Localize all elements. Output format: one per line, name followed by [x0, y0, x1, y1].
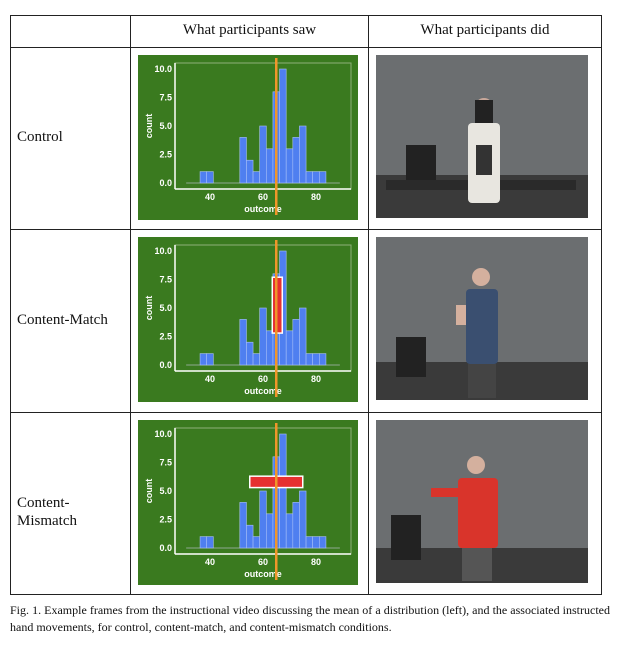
histogram-bar [279, 68, 287, 184]
header-did: What participants did [420, 22, 550, 38]
histogram-bar [206, 536, 214, 549]
histogram-bar [305, 536, 313, 549]
histogram-bar [319, 171, 327, 184]
y-tick-label: 0.0 [159, 178, 172, 188]
x-tick-label: 60 [258, 557, 268, 567]
y-tick-label: 7.5 [159, 93, 172, 103]
histogram-bar [259, 125, 267, 184]
histogram-bar [266, 513, 274, 549]
y-tick-label: 0.0 [159, 360, 172, 370]
histogram-bar [305, 171, 313, 184]
x-tick-label: 60 [258, 374, 268, 384]
histogram-bar [246, 159, 254, 184]
histogram-bar [252, 171, 260, 184]
x-axis-label: outcome [244, 204, 282, 214]
histogram-bar [239, 319, 247, 366]
histogram-bar [292, 319, 300, 366]
figure-table: What participants saw What participants … [10, 15, 602, 595]
y-axis-label: count [144, 296, 154, 321]
y-tick-label: 2.5 [159, 150, 172, 160]
y-tick-label: 5.0 [159, 303, 172, 313]
histogram-bar [246, 524, 254, 549]
histogram-bar [239, 137, 247, 184]
histogram-bar [285, 148, 294, 184]
condition-control: Control [17, 129, 63, 145]
histogram-bar [312, 536, 320, 549]
column-divider [368, 16, 369, 594]
x-tick-label: 40 [205, 557, 215, 567]
histogram-content-mismatch: 0.0 2.5 5.0 7.5 10.0 40 60 80 outcome count [138, 420, 358, 585]
histogram-bar [292, 502, 300, 549]
histogram-bar [279, 433, 287, 549]
histogram-bar [199, 353, 207, 366]
row-divider [11, 412, 601, 413]
x-tick-label: 80 [311, 192, 321, 202]
histogram-bar [206, 171, 214, 184]
histogram-bar [199, 536, 207, 549]
x-tick-label: 40 [205, 192, 215, 202]
histogram-bar [252, 536, 260, 549]
histogram-bar [285, 330, 294, 366]
y-axis-label: count [144, 479, 154, 504]
row-divider [11, 229, 601, 230]
histogram-bar [319, 353, 327, 366]
x-tick-label: 60 [258, 192, 268, 202]
x-axis-label: outcome [244, 569, 282, 579]
histogram-bar [312, 353, 320, 366]
histogram-bar [252, 353, 260, 366]
histogram-bar [292, 137, 300, 184]
histogram-bar [312, 171, 320, 184]
histogram-content-match: 0.0 2.5 5.0 7.5 10.0 40 60 80 outcome count [138, 237, 358, 402]
y-tick-label: 7.5 [159, 458, 172, 468]
histogram-bar [206, 353, 214, 366]
x-tick-label: 80 [311, 557, 321, 567]
y-tick-label: 7.5 [159, 275, 172, 285]
histogram-bar [285, 513, 294, 549]
x-axis-label: outcome [244, 386, 282, 396]
histogram-bar [259, 307, 267, 366]
photo-content-match [376, 237, 588, 400]
y-tick-label: 10.0 [154, 246, 172, 256]
histogram-bar [199, 171, 207, 184]
histogram-bar [239, 502, 247, 549]
histogram-bar [305, 353, 313, 366]
column-divider [130, 16, 131, 594]
histogram-bar [319, 536, 327, 549]
y-tick-label: 10.0 [154, 429, 172, 439]
x-tick-label: 40 [205, 374, 215, 384]
condition-content-match: Content-Match [17, 312, 108, 328]
y-tick-label: 2.5 [159, 332, 172, 342]
y-tick-label: 2.5 [159, 515, 172, 525]
photo-content-mismatch [376, 420, 588, 583]
header-saw: What participants saw [182, 22, 317, 38]
histogram-bar [259, 490, 267, 549]
figure-caption: Fig. 1. Example frames from the instruct… [10, 603, 610, 634]
y-tick-label: 0.0 [159, 543, 172, 553]
histogram-bar [299, 490, 307, 549]
y-axis-label: count [144, 114, 154, 139]
histogram-bar [266, 330, 274, 366]
histogram-bar [246, 341, 254, 366]
histogram-bar [299, 125, 307, 184]
y-tick-label: 5.0 [159, 486, 172, 496]
condition-content-mismatch: Content- Mismatch [17, 495, 77, 529]
histogram-control: 0.0 2.5 5.0 7.5 10.0 40 60 80 outcome count [138, 55, 358, 220]
photo-control [376, 55, 588, 218]
x-tick-label: 80 [311, 374, 321, 384]
row-divider [11, 47, 601, 48]
histogram-bar [299, 307, 307, 366]
histogram-bar [266, 148, 274, 184]
y-tick-label: 5.0 [159, 121, 172, 131]
y-tick-label: 10.0 [154, 64, 172, 74]
